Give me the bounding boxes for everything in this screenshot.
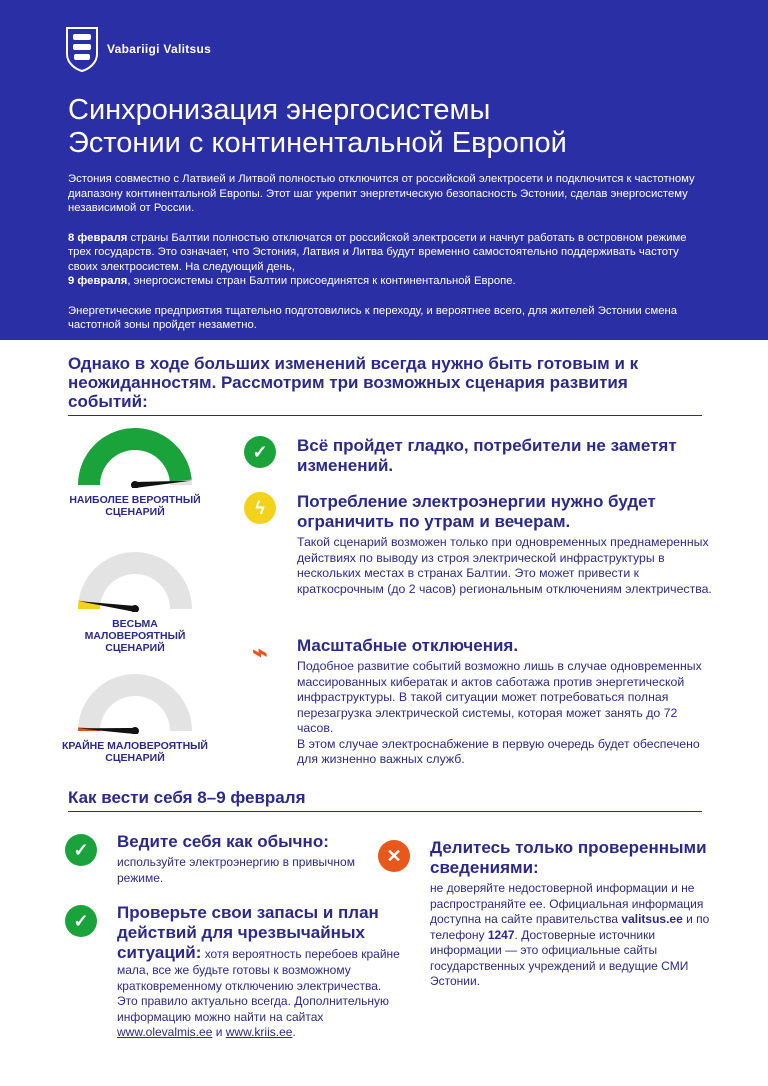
scenarios-heading: Однако в ходе больших изменений всегда н… <box>68 354 639 411</box>
gauge-label-line: СЦЕНАРИЙ <box>105 506 165 518</box>
phone-bold: 1247 <box>487 927 515 942</box>
title-line: Эстонии с континентальной Европой <box>68 127 567 159</box>
scenario-text: В этом случае электроснабжение в первую … <box>297 736 700 767</box>
scenario-title: Потребление электроэнергии нужно будет о… <box>297 492 656 531</box>
text: . <box>292 1025 296 1039</box>
text: и по телефону <box>430 912 710 942</box>
check-icon: ✓ <box>244 436 276 468</box>
scenario-item: ⌁ Масштабные отключения. Подобное развит… <box>244 636 714 768</box>
logo-text: Vabariigi Valitsus <box>107 42 212 56</box>
date-bold: 8 февраля <box>68 231 128 244</box>
check-icon: ✓ <box>65 834 97 866</box>
tip-item: ✓ Ведите себя как обычно: используйте эл… <box>65 832 387 886</box>
lightning-icon: ϟ <box>244 492 276 524</box>
gauge-label: ВЕСЬМА МАЛОВЕРОЯТНЫЙ СЦЕНАРИЙ <box>60 618 210 654</box>
gauge: КРАЙНЕ МАЛОВЕРОЯТНЫЙ СЦЕНАРИЙ <box>60 674 210 764</box>
intro-paragraph: 8 февраля страны Балтии полностью отключ… <box>68 231 708 289</box>
gauge-hub <box>131 605 139 612</box>
tip-title: Делитесь только проверенными сведениями: <box>430 838 707 877</box>
gauge-label: НАИБОЛЕЕ ВЕРОЯТНЫЙ СЦЕНАРИЙ <box>60 494 210 518</box>
tip-text: не доверяйте недостоверной информации и … <box>430 881 715 990</box>
link-olevalmis[interactable]: www.olevalmis.ee <box>117 1025 213 1039</box>
intro-paragraph: Эстония совместно с Латвией и Литвой пол… <box>68 173 695 214</box>
gauge-fill <box>78 428 192 485</box>
gauge-label-line: ВЕСЬМА <box>112 618 158 630</box>
date-bold: 9 февраля <box>68 275 128 287</box>
scenario-title: Всё пройдет гладко, потребители не замет… <box>297 436 677 475</box>
text: страны Балтии полностью отключатся от ро… <box>68 231 687 273</box>
cross-icon: ✕ <box>378 840 410 872</box>
coat-of-arms-icon <box>66 27 98 72</box>
divider <box>68 415 702 416</box>
website-bold: valitsus.ee <box>621 912 683 926</box>
gauge-needle <box>135 480 192 488</box>
behave-heading: Как вести себя 8–9 февраля <box>68 788 306 807</box>
gauge-track <box>78 674 192 731</box>
text: не доверяйте недостоверной информации и … <box>430 881 704 926</box>
divider <box>68 811 702 812</box>
text: . Достоверные источники информации — это… <box>430 927 689 989</box>
gauge-track <box>78 552 192 609</box>
gauge: ВЕСЬМА МАЛОВЕРОЯТНЫЙ СЦЕНАРИЙ <box>60 552 210 654</box>
gauge-hub <box>131 481 139 488</box>
scenario-text: Такой сценарий возможен только при однов… <box>297 535 712 596</box>
gauge-needle <box>78 728 135 734</box>
text: хотя вероятность перебоев крайне мала, в… <box>117 947 400 1024</box>
gauge-fill <box>78 600 101 609</box>
intro-paragraph: Энергетические предприятия тщательно под… <box>68 304 678 332</box>
gauge-label-line: МАЛОВЕРОЯТНЫЙ СЦЕНАРИЙ <box>84 630 186 654</box>
logo: Vabariigi Valitsus <box>65 26 211 72</box>
tip-title: Ведите себя как обычно: <box>117 832 329 851</box>
intro-text: Эстония совместно с Латвией и Литвой пол… <box>68 172 708 348</box>
gauge-label-line: НАИБОЛЕЕ ВЕРОЯТНЫЙ <box>69 494 201 506</box>
gauge-dial <box>78 428 192 488</box>
tip-text: Проверьте свои запасы и план действий дл… <box>117 903 402 1041</box>
header-banner: Vabariigi Valitsus Синхронизация энергос… <box>0 0 768 340</box>
scenario-item: ϟ Потребление электроэнергии нужно будет… <box>244 492 714 597</box>
scenario-title: Масштабные отключения. <box>297 636 519 655</box>
gauge-dial <box>78 552 192 612</box>
gauge: НАИБОЛЕЕ ВЕРОЯТНЫЙ СЦЕНАРИЙ <box>60 428 210 518</box>
gauge-hub <box>131 727 139 734</box>
gauge-needle <box>78 601 135 612</box>
gauge-label-line: СЦЕНАРИЙ <box>105 752 165 764</box>
check-icon: ✓ <box>65 905 97 937</box>
unplugged-icon: ⌁ <box>252 636 268 667</box>
scenario-text: Подобное развитие событий возможно лишь … <box>297 659 702 735</box>
title-line: Синхронизация энергосистемы <box>68 94 491 126</box>
gauge-label: КРАЙНЕ МАЛОВЕРОЯТНЫЙ СЦЕНАРИЙ <box>60 740 210 764</box>
tip-title: Проверьте свои запасы и план действий дл… <box>117 903 379 962</box>
gauge-label-line: КРАЙНЕ МАЛОВЕРОЯТНЫЙ <box>62 740 208 752</box>
scenario-item: ✓ Всё пройдет гладко, потребители не зам… <box>244 436 714 476</box>
gauge-dial <box>78 674 192 734</box>
text: , энергосистемы стран Балтии присоединят… <box>127 275 516 287</box>
link-kriis[interactable]: www.kriis.ee <box>225 1025 293 1039</box>
tip-text: используйте электроэнергию в привычном р… <box>117 855 355 885</box>
page-title: Синхронизация энергосистемы Эстонии с ко… <box>68 94 567 160</box>
tip-item: ✕ Делитесь только проверенными сведениям… <box>378 838 715 990</box>
text: и <box>212 1025 226 1039</box>
tip-item: ✓ Проверьте свои запасы и план действий … <box>65 903 402 1041</box>
